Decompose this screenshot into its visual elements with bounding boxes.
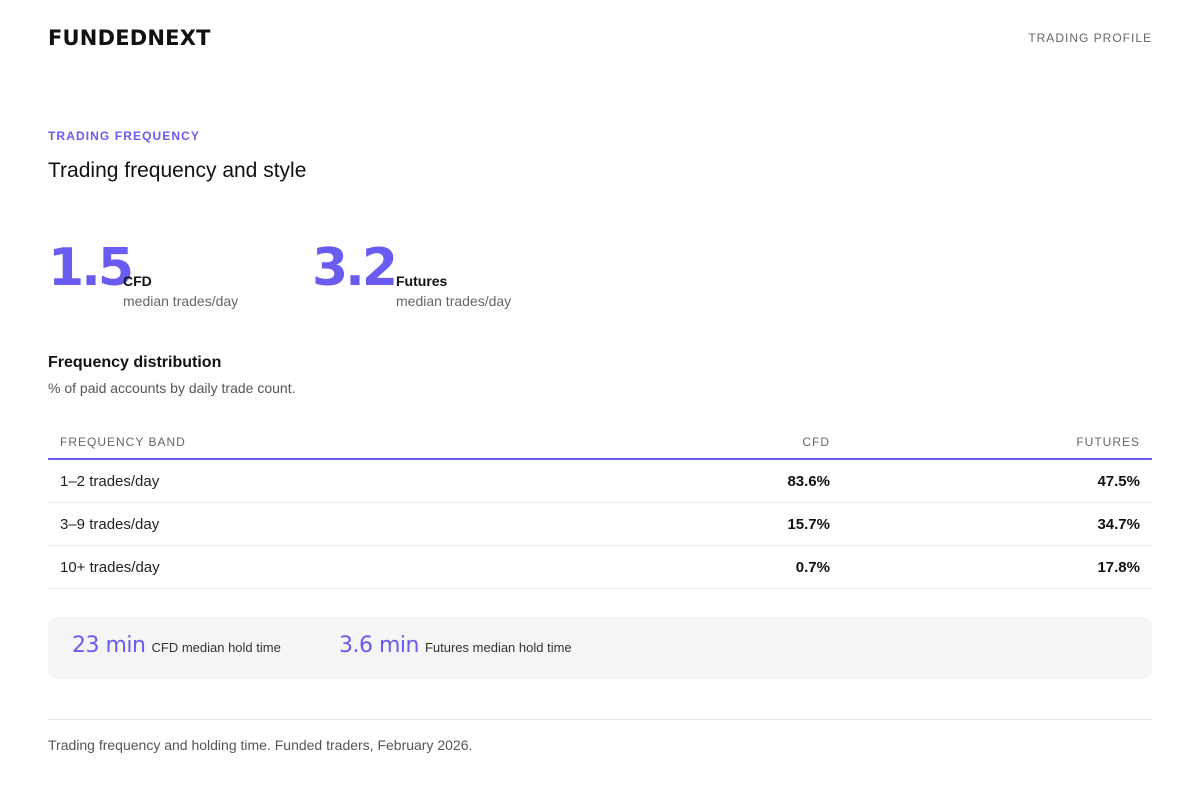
column-header-futures: FUTURES (1076, 435, 1140, 449)
distribution-title: Frequency distribution (48, 354, 222, 371)
header: FUNDEDNEXT TRADING PROFILE (48, 26, 1152, 50)
page-label: TRADING PROFILE (1028, 31, 1152, 45)
table-row: 10+ trades/day 0.7% 17.8% (48, 546, 1152, 589)
frequency-table: FREQUENCY BAND CFD FUTURES 1–2 trades/da… (48, 424, 1152, 589)
stat-name: Futures (396, 273, 448, 289)
cell-futures: 34.7% (1097, 516, 1140, 533)
column-header-cfd: CFD (802, 435, 830, 449)
hold-time-label: Futures median hold time (424, 640, 572, 655)
cell-futures: 47.5% (1097, 473, 1140, 490)
hold-time-label: CFD median hold time (151, 640, 281, 655)
section-eyebrow: TRADING FREQUENCY (48, 129, 201, 143)
table-row: 3–9 trades/day 15.7% 34.7% (48, 503, 1152, 546)
hold-time-panel: 23 min CFD median hold time 3.6 min Future… (48, 617, 1152, 679)
cell-band: 1–2 trades/day (60, 473, 160, 490)
cell-cfd: 83.6% (787, 473, 830, 490)
hold-time-futures: 3.6 min Futures median hold time (339, 633, 572, 663)
cell-band: 10+ trades/day (60, 559, 160, 576)
cell-futures: 17.8% (1097, 559, 1140, 576)
stat-sub: median trades/day (396, 293, 512, 309)
hold-time-value: 3.6 min (339, 633, 419, 658)
footer-divider (48, 719, 1152, 720)
hold-time-cfd: 23 min CFD median hold time (72, 633, 281, 663)
footnote: Trading frequency and holding time. Fund… (48, 737, 473, 753)
cell-cfd: 15.7% (787, 516, 830, 533)
page-title: Trading frequency and style (48, 159, 307, 182)
stat-name: CFD (123, 273, 152, 289)
stat-value: 1.5 (48, 238, 134, 298)
stat-value: 3.2 (312, 238, 398, 298)
fundednext-logo: FUNDEDNEXT (48, 26, 211, 50)
table-row: 1–2 trades/day 83.6% 47.5% (48, 460, 1152, 503)
cell-band: 3–9 trades/day (60, 516, 160, 533)
distribution-subtitle: % of paid accounts by daily trade count. (48, 380, 296, 396)
hold-time-value: 23 min (72, 633, 146, 658)
column-header-band: FREQUENCY BAND (60, 435, 186, 449)
cell-cfd: 0.7% (795, 559, 830, 576)
stat-sub: median trades/day (123, 293, 239, 309)
table-header: FREQUENCY BAND CFD FUTURES (48, 424, 1152, 460)
